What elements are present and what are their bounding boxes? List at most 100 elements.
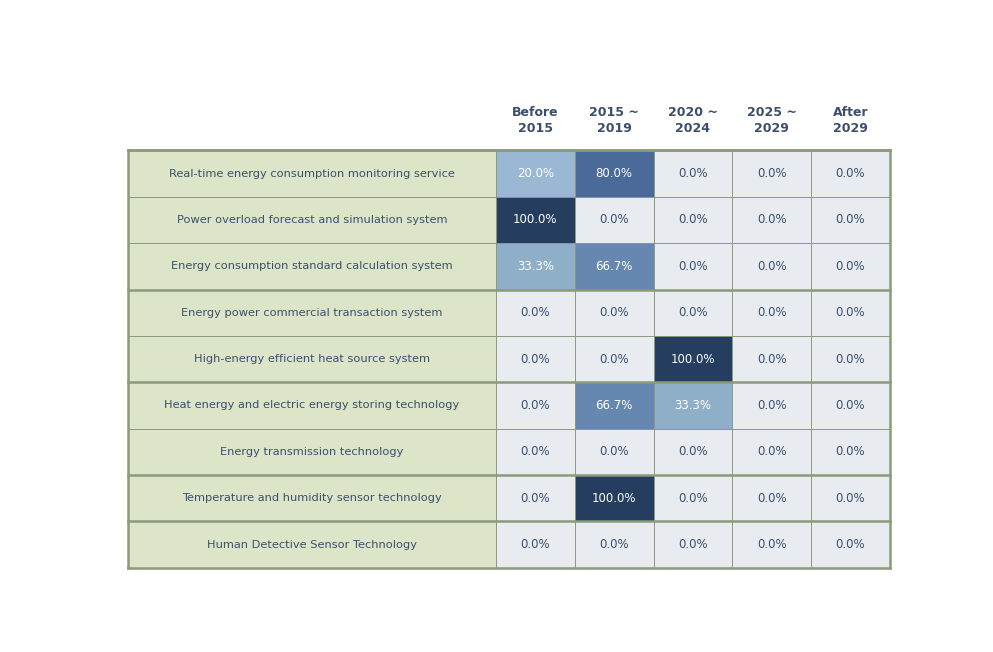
Bar [732, 336, 811, 382]
Text: 0.0%: 0.0% [678, 167, 708, 180]
Bar [575, 428, 653, 475]
Text: 0.0%: 0.0% [757, 492, 786, 505]
Text: 0.0%: 0.0% [520, 445, 550, 458]
Bar [575, 151, 653, 197]
Bar [811, 197, 890, 243]
Bar [496, 151, 575, 197]
Text: 0.0%: 0.0% [520, 399, 550, 412]
Text: 2025 ~
2029: 2025 ~ 2029 [747, 106, 796, 135]
Text: 0.0%: 0.0% [836, 213, 865, 226]
Bar [496, 522, 575, 568]
Text: 0.0%: 0.0% [757, 167, 786, 180]
Text: 0.0%: 0.0% [836, 353, 865, 366]
Text: 0.0%: 0.0% [600, 353, 629, 366]
Bar [575, 475, 653, 522]
Bar [128, 475, 496, 522]
Bar [128, 197, 496, 243]
Text: 0.0%: 0.0% [757, 213, 786, 226]
Text: 66.7%: 66.7% [596, 260, 633, 273]
Bar [653, 289, 732, 336]
Text: Energy power commercial transaction system: Energy power commercial transaction syst… [182, 308, 443, 318]
Bar [496, 197, 575, 243]
Text: 0.0%: 0.0% [520, 538, 550, 551]
Text: Energy transmission technology: Energy transmission technology [220, 447, 403, 457]
Bar [496, 336, 575, 382]
Text: 0.0%: 0.0% [678, 213, 708, 226]
Text: 0.0%: 0.0% [836, 492, 865, 505]
Bar [575, 382, 653, 428]
Text: 0.0%: 0.0% [600, 306, 629, 319]
Bar [653, 522, 732, 568]
Text: 0.0%: 0.0% [678, 538, 708, 551]
Bar [732, 382, 811, 428]
Text: 33.3%: 33.3% [674, 399, 711, 412]
Text: 0.0%: 0.0% [836, 445, 865, 458]
Text: 66.7%: 66.7% [596, 399, 633, 412]
Text: Real-time energy consumption monitoring service: Real-time energy consumption monitoring … [169, 169, 455, 179]
Bar [732, 522, 811, 568]
Bar [496, 289, 575, 336]
Text: 80.0%: 80.0% [596, 167, 633, 180]
Text: Energy consumption standard calculation system: Energy consumption standard calculation … [171, 261, 453, 271]
Text: 0.0%: 0.0% [836, 260, 865, 273]
Bar [732, 475, 811, 522]
Text: Temperature and humidity sensor technology: Temperature and humidity sensor technolo… [182, 493, 442, 503]
Bar [575, 336, 653, 382]
Text: 100.0%: 100.0% [513, 213, 558, 226]
Bar [811, 336, 890, 382]
Bar [128, 428, 496, 475]
Text: 0.0%: 0.0% [678, 445, 708, 458]
Bar [128, 522, 496, 568]
Text: 0.0%: 0.0% [600, 445, 629, 458]
Bar [811, 243, 890, 289]
Bar [575, 197, 653, 243]
Bar [496, 428, 575, 475]
Text: 0.0%: 0.0% [520, 306, 550, 319]
Text: 0.0%: 0.0% [678, 260, 708, 273]
Bar [653, 151, 732, 197]
Bar [496, 243, 575, 289]
Bar [653, 243, 732, 289]
Bar [811, 289, 890, 336]
Text: Human Detective Sensor Technology: Human Detective Sensor Technology [207, 540, 417, 550]
Bar [732, 243, 811, 289]
Text: 33.3%: 33.3% [516, 260, 554, 273]
Text: 0.0%: 0.0% [600, 538, 629, 551]
Text: 2020 ~
2024: 2020 ~ 2024 [668, 106, 718, 135]
Bar [653, 336, 732, 382]
Bar [575, 289, 653, 336]
Bar [653, 428, 732, 475]
Text: 0.0%: 0.0% [520, 492, 550, 505]
Bar [128, 289, 496, 336]
Bar [653, 382, 732, 428]
Bar [128, 151, 496, 197]
Bar [732, 428, 811, 475]
Text: 20.0%: 20.0% [516, 167, 554, 180]
Text: 0.0%: 0.0% [520, 353, 550, 366]
Bar [128, 243, 496, 289]
Text: After
2029: After 2029 [833, 106, 868, 135]
Bar [496, 475, 575, 522]
Text: Heat energy and electric energy storing technology: Heat energy and electric energy storing … [165, 400, 460, 411]
Bar [811, 428, 890, 475]
Bar [575, 522, 653, 568]
Text: 0.0%: 0.0% [836, 538, 865, 551]
Bar [732, 289, 811, 336]
Bar [575, 243, 653, 289]
Text: 0.0%: 0.0% [836, 167, 865, 180]
Text: High-energy efficient heat source system: High-energy efficient heat source system [194, 354, 430, 364]
Text: 100.0%: 100.0% [592, 492, 637, 505]
Text: 100.0%: 100.0% [670, 353, 715, 366]
Bar [128, 336, 496, 382]
Text: 0.0%: 0.0% [757, 353, 786, 366]
Text: 0.0%: 0.0% [757, 538, 786, 551]
Text: 0.0%: 0.0% [757, 399, 786, 412]
Bar [653, 197, 732, 243]
Text: 0.0%: 0.0% [678, 306, 708, 319]
Bar [811, 382, 890, 428]
Bar [811, 475, 890, 522]
Text: 0.0%: 0.0% [678, 492, 708, 505]
Text: 0.0%: 0.0% [600, 213, 629, 226]
Bar [653, 475, 732, 522]
Bar [732, 197, 811, 243]
